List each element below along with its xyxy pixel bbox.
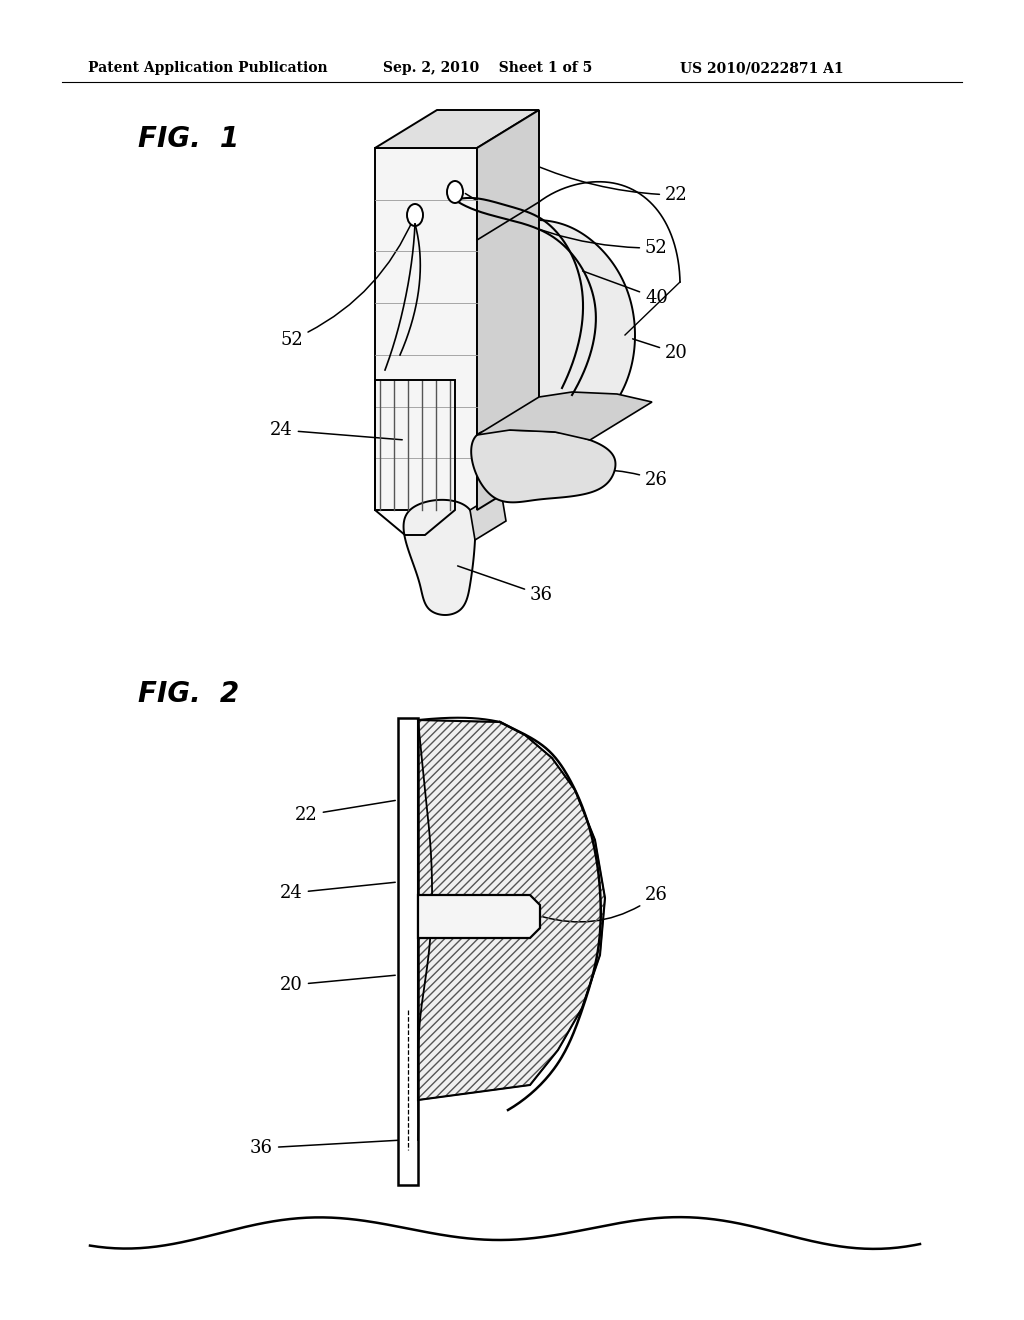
Polygon shape (440, 220, 635, 450)
Text: 40: 40 (583, 271, 668, 308)
Polygon shape (477, 110, 539, 510)
Polygon shape (375, 148, 477, 510)
Polygon shape (403, 500, 475, 615)
Text: 52: 52 (465, 194, 668, 257)
Text: 20: 20 (633, 339, 688, 362)
Bar (398, 718, 418, 1185)
Text: 22: 22 (295, 800, 395, 824)
Text: 26: 26 (543, 886, 668, 921)
Polygon shape (471, 430, 615, 503)
Polygon shape (375, 110, 539, 148)
Ellipse shape (407, 205, 423, 226)
Text: FIG.  2: FIG. 2 (138, 680, 240, 708)
Text: 26: 26 (593, 470, 668, 488)
Text: FIG.  1: FIG. 1 (138, 125, 240, 153)
Polygon shape (418, 719, 605, 1100)
Polygon shape (477, 392, 652, 440)
Text: 22: 22 (532, 164, 688, 205)
Text: 36: 36 (250, 1139, 400, 1158)
Text: 24: 24 (270, 421, 402, 440)
Text: Patent Application Publication: Patent Application Publication (88, 61, 328, 75)
Text: 52: 52 (280, 218, 414, 348)
Text: 24: 24 (280, 882, 395, 902)
Text: 20: 20 (280, 975, 395, 994)
Text: 36: 36 (458, 566, 553, 605)
Ellipse shape (447, 181, 463, 203)
Text: US 2010/0222871 A1: US 2010/0222871 A1 (680, 61, 844, 75)
Text: Sep. 2, 2010    Sheet 1 of 5: Sep. 2, 2010 Sheet 1 of 5 (383, 61, 592, 75)
Polygon shape (418, 895, 540, 939)
Polygon shape (470, 491, 506, 540)
